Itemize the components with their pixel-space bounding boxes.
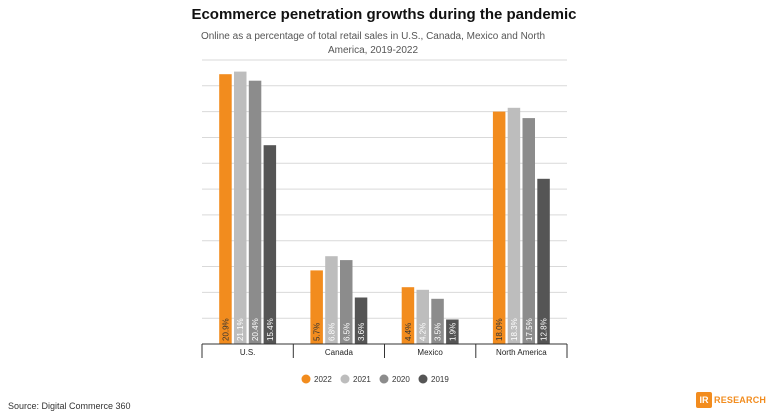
data-label: 18.0% [495, 318, 504, 341]
legend: 2022 2021 2020 2019 [301, 374, 449, 384]
chart-title: Ecommerce penetration growths during the… [191, 6, 577, 23]
bar-2020-u-s- [248, 80, 262, 344]
bar-2021-mexico [416, 289, 429, 344]
data-label: 4.2% [419, 323, 428, 341]
chart-subtitle: Online as a percentage of total retail s… [200, 31, 546, 56]
bar-2022-canada [310, 270, 323, 344]
legend-label: 2020 [392, 375, 410, 384]
data-label: 20.9% [221, 318, 230, 341]
x-tick-label: Mexico [417, 348, 443, 357]
data-label: 17.5% [525, 318, 534, 341]
x-tick-label: Canada [325, 348, 354, 357]
data-label: 5.7% [313, 323, 322, 341]
data-label: 12.8% [540, 318, 549, 341]
legend-label: 2021 [353, 375, 371, 384]
bar-2022-u-s- [219, 74, 232, 344]
data-label: 21.1% [236, 318, 245, 341]
data-label: 3.6% [357, 323, 366, 341]
bar-2019-north-america [537, 178, 550, 344]
ir-research-logo: IR RESEARCH [696, 392, 766, 408]
data-label: 1.9% [448, 323, 457, 341]
legend-swatch-2022 [301, 374, 311, 384]
bar-2021-north-america [507, 107, 521, 344]
ir-logo-text: RESEARCH [714, 395, 767, 405]
data-label: 18.3% [510, 318, 519, 341]
data-label: 6.5% [342, 323, 351, 341]
data-label: 15.4% [266, 318, 275, 341]
bar-2021-canada [325, 256, 338, 344]
data-label: 4.4% [404, 323, 413, 341]
bar-2021-u-s- [234, 71, 247, 344]
x-tick-label: U.S. [240, 348, 256, 357]
bar-2022-north-america [492, 111, 506, 344]
x-tick-label: North America [496, 348, 547, 357]
data-label: 3.5% [434, 323, 443, 341]
source-note: Source: Digital Commerce 360 [8, 401, 131, 411]
legend-label: 2022 [314, 375, 332, 384]
legend-swatch-2019 [418, 374, 428, 384]
bar-2022-mexico [401, 287, 415, 344]
bar-2020-mexico [431, 298, 444, 344]
legend-swatch-2021 [340, 374, 350, 384]
data-label: 20.4% [251, 318, 260, 341]
gridlines [202, 59, 567, 319]
legend-swatch-2020 [379, 374, 389, 384]
ir-logo-mark: IR [696, 392, 712, 408]
data-label: 6.8% [328, 323, 337, 341]
bar-2019-u-s- [263, 145, 277, 344]
x-axis: U.S. Canada Mexico North America [201, 343, 568, 358]
bar-2019-mexico [446, 319, 459, 344]
bar-2020-north-america [522, 118, 535, 344]
bar-2019-canada [354, 297, 368, 344]
bar-2020-canada [340, 260, 353, 344]
bars: 20.9% 21.1% 20.4% 15.4% 5.7% 6.8% 6.5% 3.6% 4.4%… [219, 71, 550, 344]
legend-label: 2019 [431, 375, 449, 384]
